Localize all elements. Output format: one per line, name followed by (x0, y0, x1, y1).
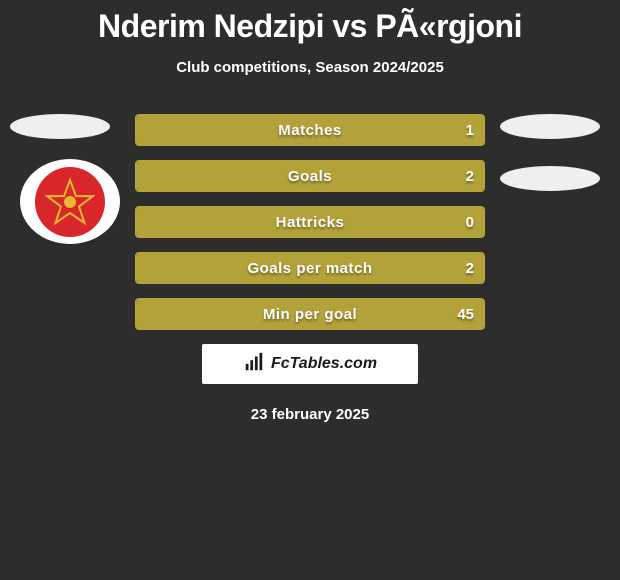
stat-label: Matches (136, 115, 484, 145)
stat-row: Goals 2 (135, 160, 485, 192)
comparison-container: Matches 1 Goals 2 Hattricks 0 Goals per … (0, 114, 620, 423)
partizani-logo (35, 167, 105, 237)
stat-label: Min per goal (136, 299, 484, 329)
watermark-text: FcTables.com (271, 355, 377, 373)
player-right-badge-mid (500, 166, 600, 191)
watermark: FcTables.com (202, 344, 418, 384)
chart-icon (243, 351, 265, 378)
stat-value: 2 (466, 161, 474, 191)
stat-row: Hattricks 0 (135, 206, 485, 238)
player-left-badge-top (10, 114, 110, 139)
stat-row: Min per goal 45 (135, 298, 485, 330)
stat-value: 0 (466, 207, 474, 237)
stat-label: Goals per match (136, 253, 484, 283)
player-left-club-logo (20, 159, 120, 244)
page-title: Nderim Nedzipi vs PÃ«rgjoni (0, 0, 620, 45)
stat-value: 2 (466, 253, 474, 283)
stat-row: Matches 1 (135, 114, 485, 146)
stat-row: Goals per match 2 (135, 252, 485, 284)
subtitle: Club competitions, Season 2024/2025 (0, 59, 620, 76)
stat-label: Goals (136, 161, 484, 191)
stat-label: Hattricks (136, 207, 484, 237)
stat-bars: Matches 1 Goals 2 Hattricks 0 Goals per … (135, 114, 485, 330)
date-label: 23 february 2025 (0, 406, 620, 423)
stat-value: 1 (466, 115, 474, 145)
player-right-badge-top (500, 114, 600, 139)
stat-value: 45 (457, 299, 474, 329)
